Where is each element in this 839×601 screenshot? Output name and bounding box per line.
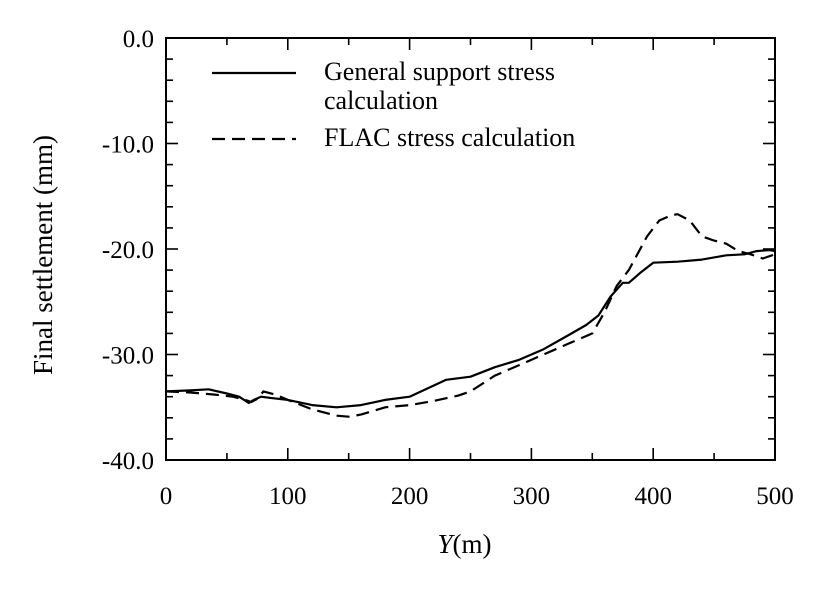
series-layer (164, 213, 777, 418)
series-line-general (164, 249, 777, 409)
x-axis-title: Y(m) (437, 529, 491, 559)
legend-label-general: General support stress (324, 57, 555, 86)
x-tick-label: 200 (391, 483, 429, 510)
y-tick-label: -20.0 (102, 237, 154, 264)
y-tick-label: 0.0 (123, 26, 154, 53)
y-axis-title: Final settlement (mm) (28, 135, 58, 375)
legend-label-flac: FLAC stress calculation (324, 123, 575, 152)
x-tick-label: 300 (513, 483, 551, 510)
y-tick-label: -10.0 (102, 132, 154, 159)
x-axis-title-variable: Y (437, 529, 455, 559)
x-tick-labels: 0 100 200 300 400 500 (160, 483, 794, 510)
y-tick-labels: 0.0 -10.0 -20.0 -30.0 -40.0 (102, 26, 154, 475)
x-tick-label: 0 (160, 483, 173, 510)
x-ticks (165, 38, 776, 460)
x-tick-label: 400 (634, 483, 672, 510)
legend-label-general: calculation (324, 86, 438, 115)
y-tick-label: -40.0 (102, 448, 154, 475)
y-ticks (166, 37, 775, 461)
x-tick-label: 100 (269, 483, 307, 510)
x-tick-label: 500 (756, 483, 794, 510)
series-line-flac (165, 213, 776, 418)
y-tick-label: -30.0 (102, 343, 154, 370)
plot-frame (165, 37, 776, 461)
x-axis-title-unit: (m) (453, 529, 492, 559)
